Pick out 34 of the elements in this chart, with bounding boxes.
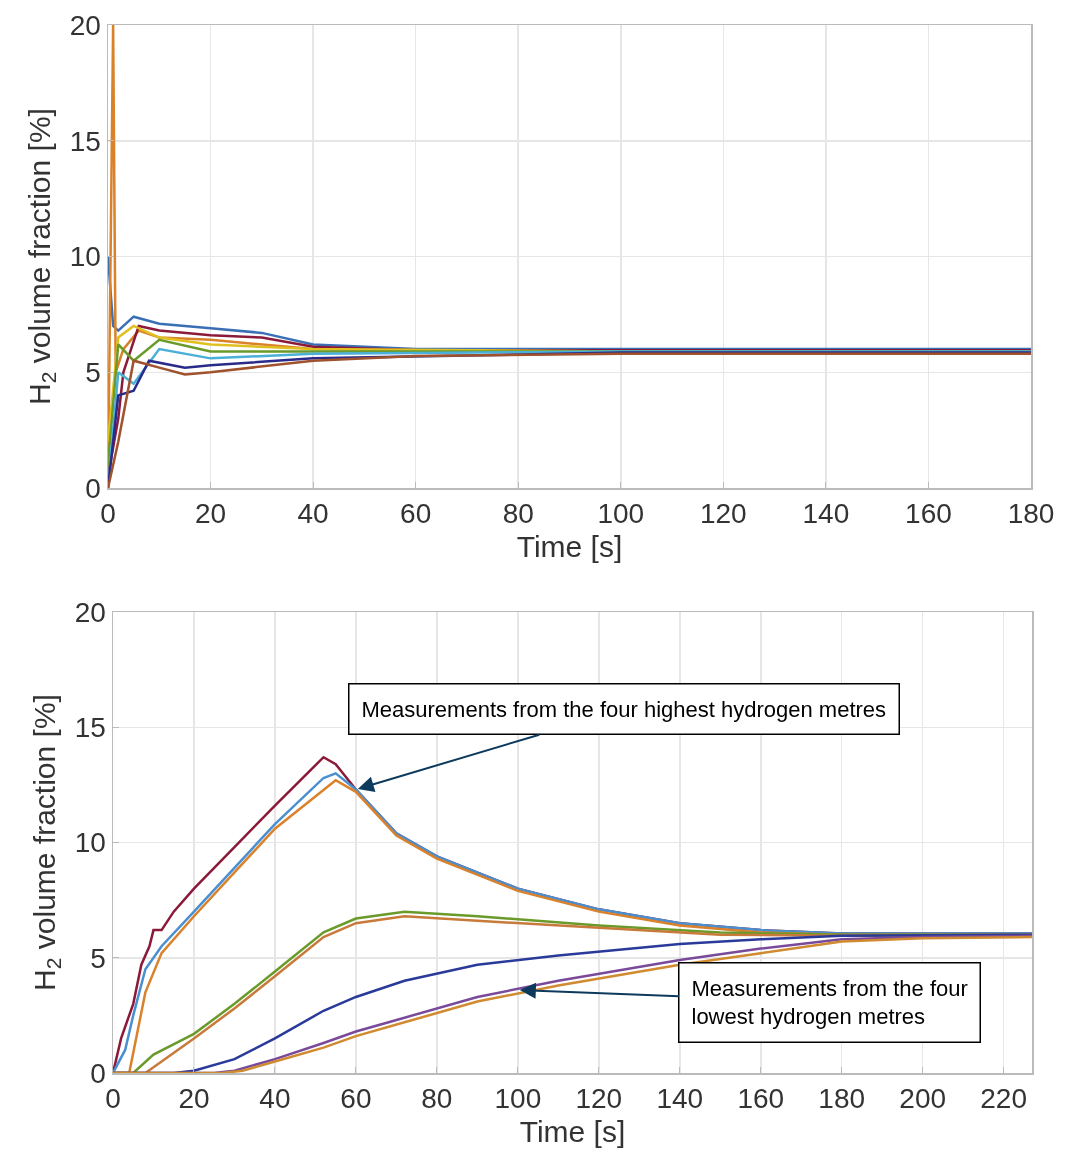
x-tick-label: 120 [575, 1083, 623, 1115]
x-tick-label: 180 [1007, 498, 1055, 530]
x-tick-label: 20 [194, 498, 227, 530]
x-tick-label: 40 [297, 498, 329, 530]
x-tick-label: 120 [699, 498, 747, 530]
x-tick-label: 40 [259, 1083, 291, 1115]
y-tick-label: 10 [74, 827, 106, 859]
x-tick-label: 200 [899, 1083, 947, 1115]
y-tick-label: 5 [85, 357, 101, 389]
x-tick-label: 60 [340, 1083, 372, 1115]
x-tick-label: 220 [980, 1083, 1028, 1115]
x-tick-label: 20 [178, 1083, 210, 1115]
x-tick-label: 100 [597, 498, 645, 530]
x-tick-label: 80 [502, 498, 534, 530]
y-tick-label: 10 [69, 241, 101, 273]
x-tick-label: 160 [737, 1083, 785, 1115]
x-tick-label: 140 [802, 498, 850, 530]
x-tick-label: 60 [400, 498, 432, 530]
annotation: Measurements from the four highest hydrogen metres [361, 696, 887, 722]
y-tick-label: 20 [69, 9, 101, 41]
x-axis-title: Time [s] [519, 1115, 626, 1149]
y-tick-label: 0 [85, 472, 101, 504]
x-tick-label: 100 [494, 1083, 542, 1115]
y-tick-label: 15 [69, 125, 101, 157]
y-tick-label: 0 [90, 1057, 106, 1089]
y-tick-label: 5 [90, 942, 106, 974]
x-axis-title: Time [s] [516, 530, 623, 564]
y-tick-label: 15 [74, 712, 106, 744]
annotation: Measurements from the four lowest hydrogen metres [691, 975, 968, 1030]
x-tick-label: 80 [421, 1083, 453, 1115]
x-tick-label: 160 [905, 498, 952, 530]
y-tick-label: 20 [74, 596, 106, 628]
x-tick-label: 140 [656, 1083, 704, 1115]
x-tick-label: 180 [818, 1083, 866, 1115]
